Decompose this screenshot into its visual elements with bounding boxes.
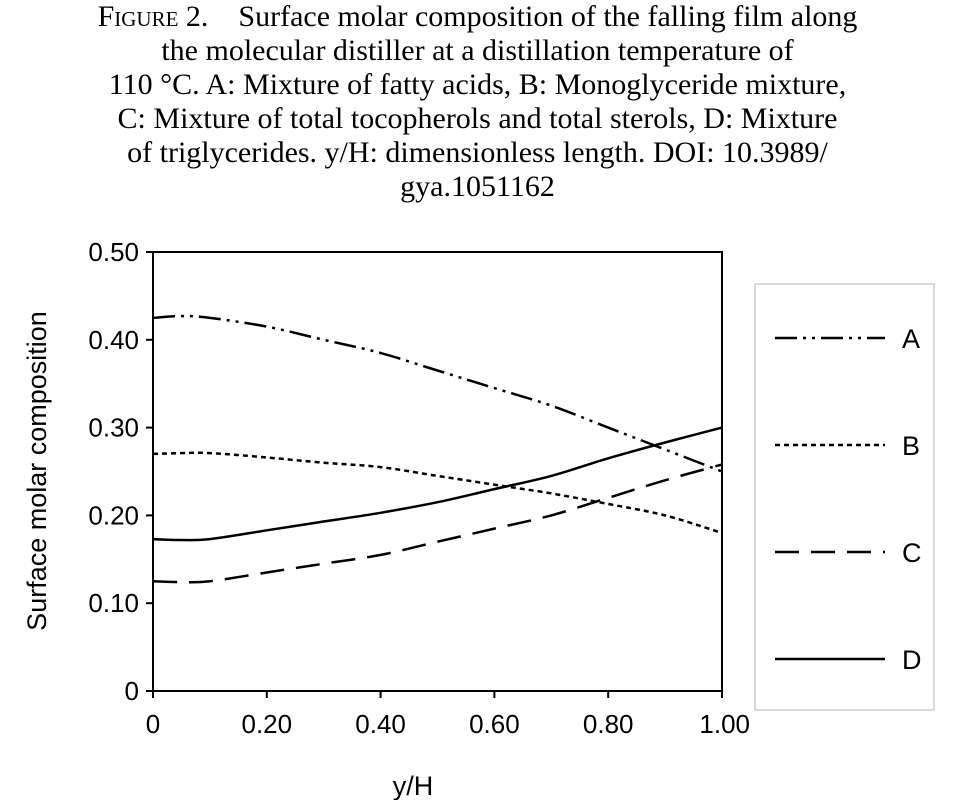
- y-axis-label: Surface molar composition: [22, 311, 52, 631]
- caption-line-3: 110 °C. A: Mixture of fatty acids, B: Mo…: [108, 68, 847, 101]
- caption-line-4: C: Mixture of total tocopherols and tota…: [117, 102, 838, 135]
- y-tick-label: 0.10: [88, 588, 139, 618]
- legend-label-d: D: [902, 645, 922, 675]
- legend-box: [754, 283, 935, 711]
- series-line-d: [152, 426, 723, 542]
- x-tick-label: 0.20: [241, 709, 292, 739]
- caption-line-1: Figure 2. Surface molar composition of t…: [97, 0, 858, 33]
- caption-line-2: the molecular distiller at a distillatio…: [161, 34, 794, 67]
- figure-label: Figure 2.: [97, 0, 209, 33]
- series-lines: [152, 314, 723, 584]
- legend-label-a: A: [902, 324, 920, 354]
- y-tick-label: 0: [125, 676, 139, 706]
- series-line-a: [152, 314, 723, 473]
- plot-area-frame: [152, 251, 723, 692]
- x-axis-ticks: 0 0.20 0.40 0.60 0.80 1.00: [146, 691, 750, 739]
- x-tick-label: 0: [146, 709, 160, 739]
- caption-line-6: gya.1051162: [400, 170, 555, 203]
- legend-label-b: B: [902, 431, 920, 461]
- caption-line-5: of triglycerides. y/H: dimensionless len…: [127, 136, 828, 169]
- figure-caption: Figure 2. Surface molar composition of t…: [0, 0, 955, 204]
- legend-label-c: C: [902, 538, 922, 568]
- y-tick-label: 0.30: [88, 413, 139, 443]
- x-tick-label: 1.00: [699, 709, 750, 739]
- x-tick-label: 0.80: [583, 709, 634, 739]
- x-tick-label: 0.40: [355, 709, 406, 739]
- x-axis-label: y/H: [393, 771, 434, 800]
- y-axis-ticks: 0 0.10 0.20 0.30 0.40 0.50: [88, 237, 153, 706]
- y-tick-label: 0.20: [88, 500, 139, 530]
- y-tick-label: 0.50: [88, 237, 139, 267]
- series-line-b: [152, 451, 723, 535]
- x-tick-label: 0.60: [469, 709, 520, 739]
- series-line-c: [152, 463, 723, 584]
- y-tick-label: 0.40: [88, 325, 139, 355]
- legend: A B C D: [775, 324, 922, 675]
